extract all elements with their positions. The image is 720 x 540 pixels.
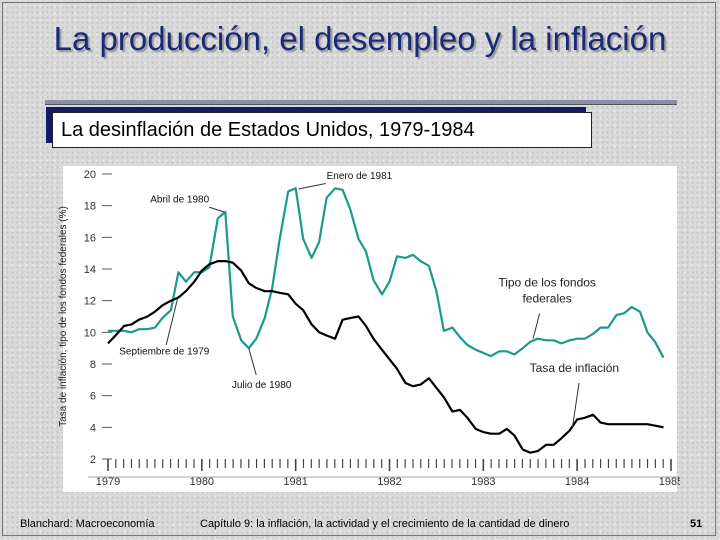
- y-tick-label: 12: [84, 296, 96, 308]
- annotation-leader: [248, 348, 257, 376]
- annotation-leader: [209, 206, 225, 213]
- x-tick-label: 1982: [377, 476, 401, 488]
- y-tick-label: 14: [84, 264, 96, 276]
- annotation-leader: [532, 313, 541, 339]
- x-tick-label: 1985: [659, 476, 680, 488]
- slide-title: La producción, el desempleo y la inflaci…: [53, 20, 667, 57]
- chart-subtitle: La desinflación de Estados Unidos, 1979-…: [61, 119, 475, 141]
- chart-area: 2 4 6 8 10 12 14 16 18 20 Tasa de inflación, tipo …: [55, 162, 680, 494]
- y-axis-label: Tasa de inflación, tipo de los fondos fe…: [58, 206, 69, 427]
- y-tick-label: 6: [90, 391, 96, 403]
- line-chart: 2 4 6 8 10 12 14 16 18 20 Tasa de inflación, tipo …: [58, 166, 680, 492]
- inflation-line: [107, 259, 664, 454]
- annotation-leader: [571, 382, 580, 428]
- page-number: 51: [690, 518, 703, 530]
- annotation-fed-funds-line1: Tipo de los fondos: [498, 275, 596, 289]
- x-tick-label: 1981: [283, 476, 307, 488]
- x-tick-label: 1984: [565, 476, 589, 488]
- title-divider: [45, 100, 677, 105]
- annotation-inflation: Tasa de inflación: [530, 361, 619, 375]
- plot-background: [63, 166, 677, 492]
- chart-subtitle-box: La desinflación de Estados Unidos, 1979-…: [52, 112, 592, 148]
- y-tick-label: 8: [90, 359, 96, 371]
- y-tick-label: 16: [84, 232, 96, 244]
- y-tick-label: 10: [84, 327, 96, 339]
- annotation-julio-1980: Julio de 1980: [232, 380, 292, 391]
- x-tick-label: 1980: [190, 476, 214, 488]
- y-tick-label: 18: [84, 201, 96, 213]
- y-tick-label: 20: [84, 169, 96, 181]
- y-tick-label: 2: [90, 454, 96, 466]
- x-tick-label: 1979: [96, 476, 120, 488]
- y-tick-label: 4: [90, 422, 96, 434]
- annotation-leader: [298, 183, 326, 190]
- footer-chapter: Capítulo 9: la inflación, la actividad y…: [200, 518, 570, 530]
- annotation-septiembre-1979: Septiembre de 1979: [119, 347, 210, 358]
- x-tick-label: 1983: [471, 476, 495, 488]
- annotation-enero-1981: Enero de 1981: [327, 171, 393, 182]
- footer-author: Blanchard: Macroeconomía: [20, 518, 155, 530]
- annotation-abril-1980: Abril de 1980: [150, 195, 209, 206]
- annotation-leader: [165, 298, 178, 346]
- annotation-fed-funds-line2: federales: [522, 291, 571, 305]
